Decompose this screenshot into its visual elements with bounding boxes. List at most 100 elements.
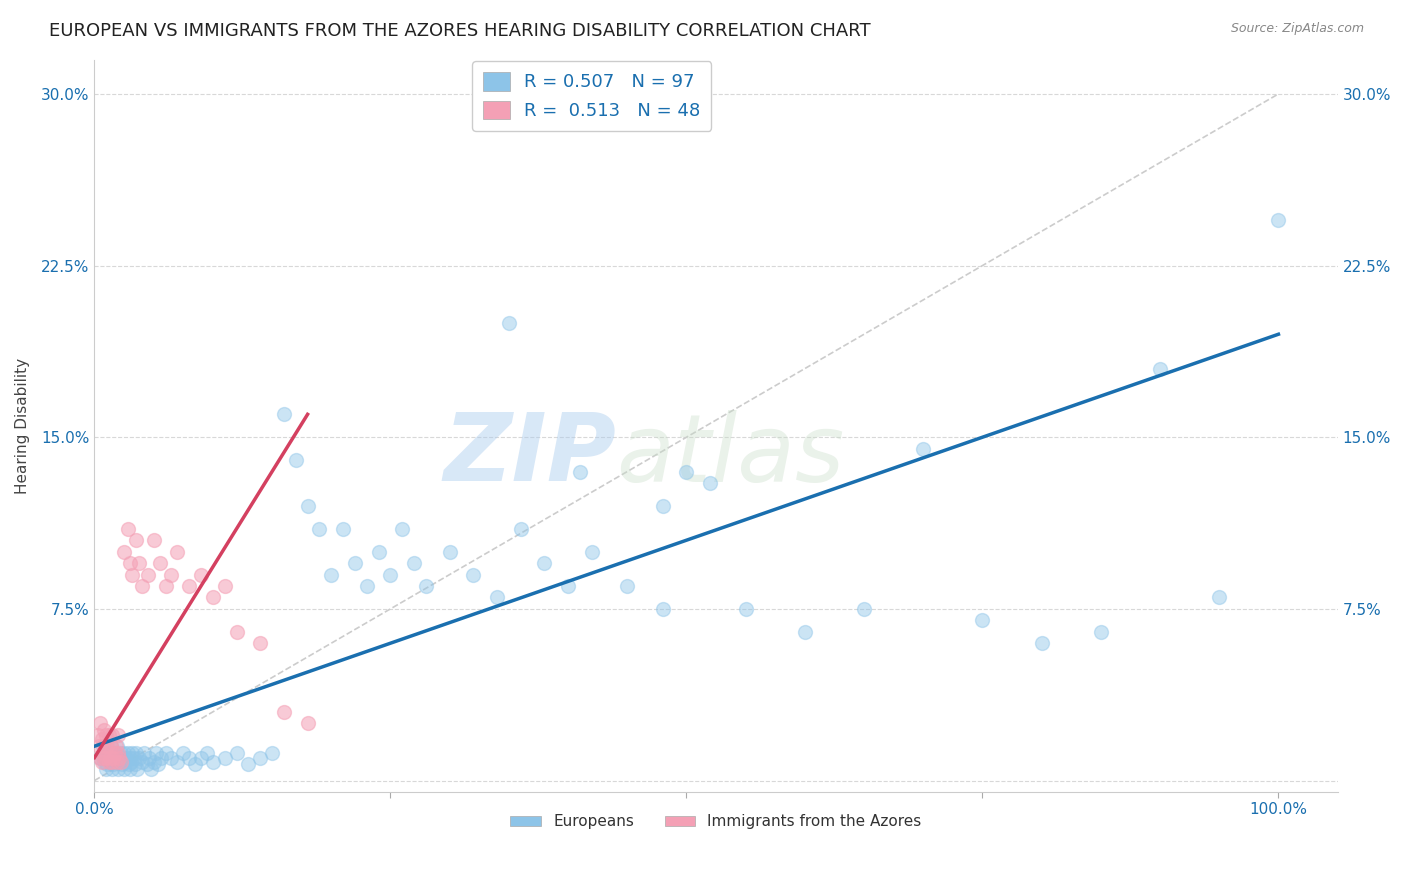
- Point: [108, 755, 131, 769]
- Point: [127, 762, 149, 776]
- Point: [367, 544, 389, 558]
- Legend: Europeans, Immigrants from the Azores: Europeans, Immigrants from the Azores: [505, 808, 928, 836]
- Point: [90, 755, 112, 769]
- Point: [104, 739, 127, 754]
- Point: [509, 522, 531, 536]
- Point: [190, 750, 212, 764]
- Point: [107, 746, 129, 760]
- Y-axis label: Hearing Disability: Hearing Disability: [15, 358, 30, 494]
- Point: [201, 591, 224, 605]
- Point: [97, 746, 120, 760]
- Point: [1090, 624, 1112, 639]
- Text: ZIP: ZIP: [444, 409, 617, 501]
- Point: [107, 728, 129, 742]
- Point: [533, 556, 555, 570]
- Point: [115, 750, 138, 764]
- Point: [96, 739, 118, 754]
- Point: [149, 750, 172, 764]
- Text: EUROPEAN VS IMMIGRANTS FROM THE AZORES HEARING DISABILITY CORRELATION CHART: EUROPEAN VS IMMIGRANTS FROM THE AZORES H…: [49, 22, 870, 40]
- Point: [114, 755, 136, 769]
- Text: Source: ZipAtlas.com: Source: ZipAtlas.com: [1230, 22, 1364, 36]
- Point: [793, 624, 815, 639]
- Point: [98, 755, 121, 769]
- Point: [415, 579, 437, 593]
- Point: [141, 762, 163, 776]
- Point: [699, 475, 721, 490]
- Point: [100, 739, 122, 754]
- Text: atlas: atlas: [617, 409, 845, 500]
- Point: [332, 522, 354, 536]
- Point: [195, 746, 218, 760]
- Point: [107, 762, 129, 776]
- Point: [1031, 636, 1053, 650]
- Point: [391, 522, 413, 536]
- Point: [89, 750, 111, 764]
- Point: [101, 750, 124, 764]
- Point: [155, 746, 177, 760]
- Point: [616, 579, 638, 593]
- Point: [160, 750, 183, 764]
- Point: [734, 602, 756, 616]
- Point: [557, 579, 579, 593]
- Point: [853, 602, 876, 616]
- Point: [111, 757, 134, 772]
- Point: [214, 579, 236, 593]
- Point: [118, 556, 141, 570]
- Point: [89, 739, 111, 754]
- Point: [91, 739, 114, 754]
- Point: [93, 723, 115, 738]
- Point: [94, 739, 117, 754]
- Point: [108, 750, 131, 764]
- Point: [581, 544, 603, 558]
- Point: [225, 746, 247, 760]
- Point: [463, 567, 485, 582]
- Point: [190, 567, 212, 582]
- Point: [110, 755, 132, 769]
- Point: [297, 716, 319, 731]
- Point: [1267, 212, 1289, 227]
- Point: [131, 755, 153, 769]
- Point: [262, 746, 284, 760]
- Point: [1208, 591, 1230, 605]
- Point: [321, 567, 343, 582]
- Point: [101, 762, 124, 776]
- Point: [145, 746, 167, 760]
- Point: [110, 746, 132, 760]
- Point: [128, 556, 150, 570]
- Point: [105, 755, 128, 769]
- Point: [98, 750, 121, 764]
- Point: [89, 750, 111, 764]
- Point: [112, 762, 135, 776]
- Point: [93, 750, 115, 764]
- Point: [96, 750, 118, 764]
- Point: [273, 408, 295, 422]
- Point: [97, 728, 120, 742]
- Point: [96, 750, 118, 764]
- Point: [100, 739, 122, 754]
- Point: [104, 746, 127, 760]
- Point: [160, 567, 183, 582]
- Point: [96, 728, 118, 742]
- Point: [94, 746, 117, 760]
- Point: [104, 746, 127, 760]
- Point: [117, 746, 139, 760]
- Point: [93, 755, 115, 769]
- Point: [118, 757, 141, 772]
- Point: [238, 757, 260, 772]
- Point: [1149, 361, 1171, 376]
- Point: [308, 522, 330, 536]
- Point: [148, 757, 170, 772]
- Point: [179, 750, 201, 764]
- Point: [225, 624, 247, 639]
- Point: [284, 453, 307, 467]
- Point: [118, 750, 141, 764]
- Point: [103, 750, 125, 764]
- Point: [439, 544, 461, 558]
- Point: [343, 556, 366, 570]
- Point: [912, 442, 935, 456]
- Point: [249, 750, 271, 764]
- Point: [107, 750, 129, 764]
- Point: [120, 755, 142, 769]
- Point: [128, 750, 150, 764]
- Point: [104, 755, 127, 769]
